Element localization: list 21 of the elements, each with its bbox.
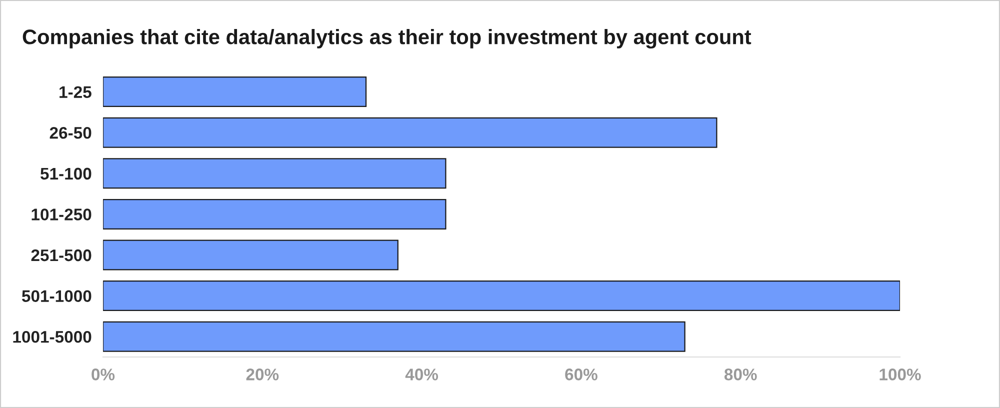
bar xyxy=(103,280,900,312)
x-tick-label: 0% xyxy=(92,368,115,380)
bar xyxy=(103,198,446,230)
y-tick-label: 101-250 xyxy=(32,208,92,220)
chart-title: Companies that cite data/analytics as their top investment by agent count xyxy=(22,29,752,49)
x-tick-label: 100% xyxy=(880,368,921,380)
x-tick-label: 40% xyxy=(405,368,438,380)
y-tick-label: 501-1000 xyxy=(22,290,92,302)
bar xyxy=(103,158,446,189)
x-tick-label: 20% xyxy=(246,368,279,380)
y-tick-label: 251-500 xyxy=(31,249,92,262)
x-tick-label: 80% xyxy=(724,368,757,380)
y-tick-label: 51-100 xyxy=(40,168,92,180)
bar xyxy=(103,321,686,352)
y-tick-label: 26-50 xyxy=(50,127,92,139)
bar xyxy=(103,240,398,270)
y-tick-label: 1-25 xyxy=(60,86,92,98)
y-tick-label: 1001-5000 xyxy=(13,331,92,343)
bar xyxy=(103,76,367,108)
x-tick-label: 60% xyxy=(565,368,598,380)
bar xyxy=(103,117,718,148)
